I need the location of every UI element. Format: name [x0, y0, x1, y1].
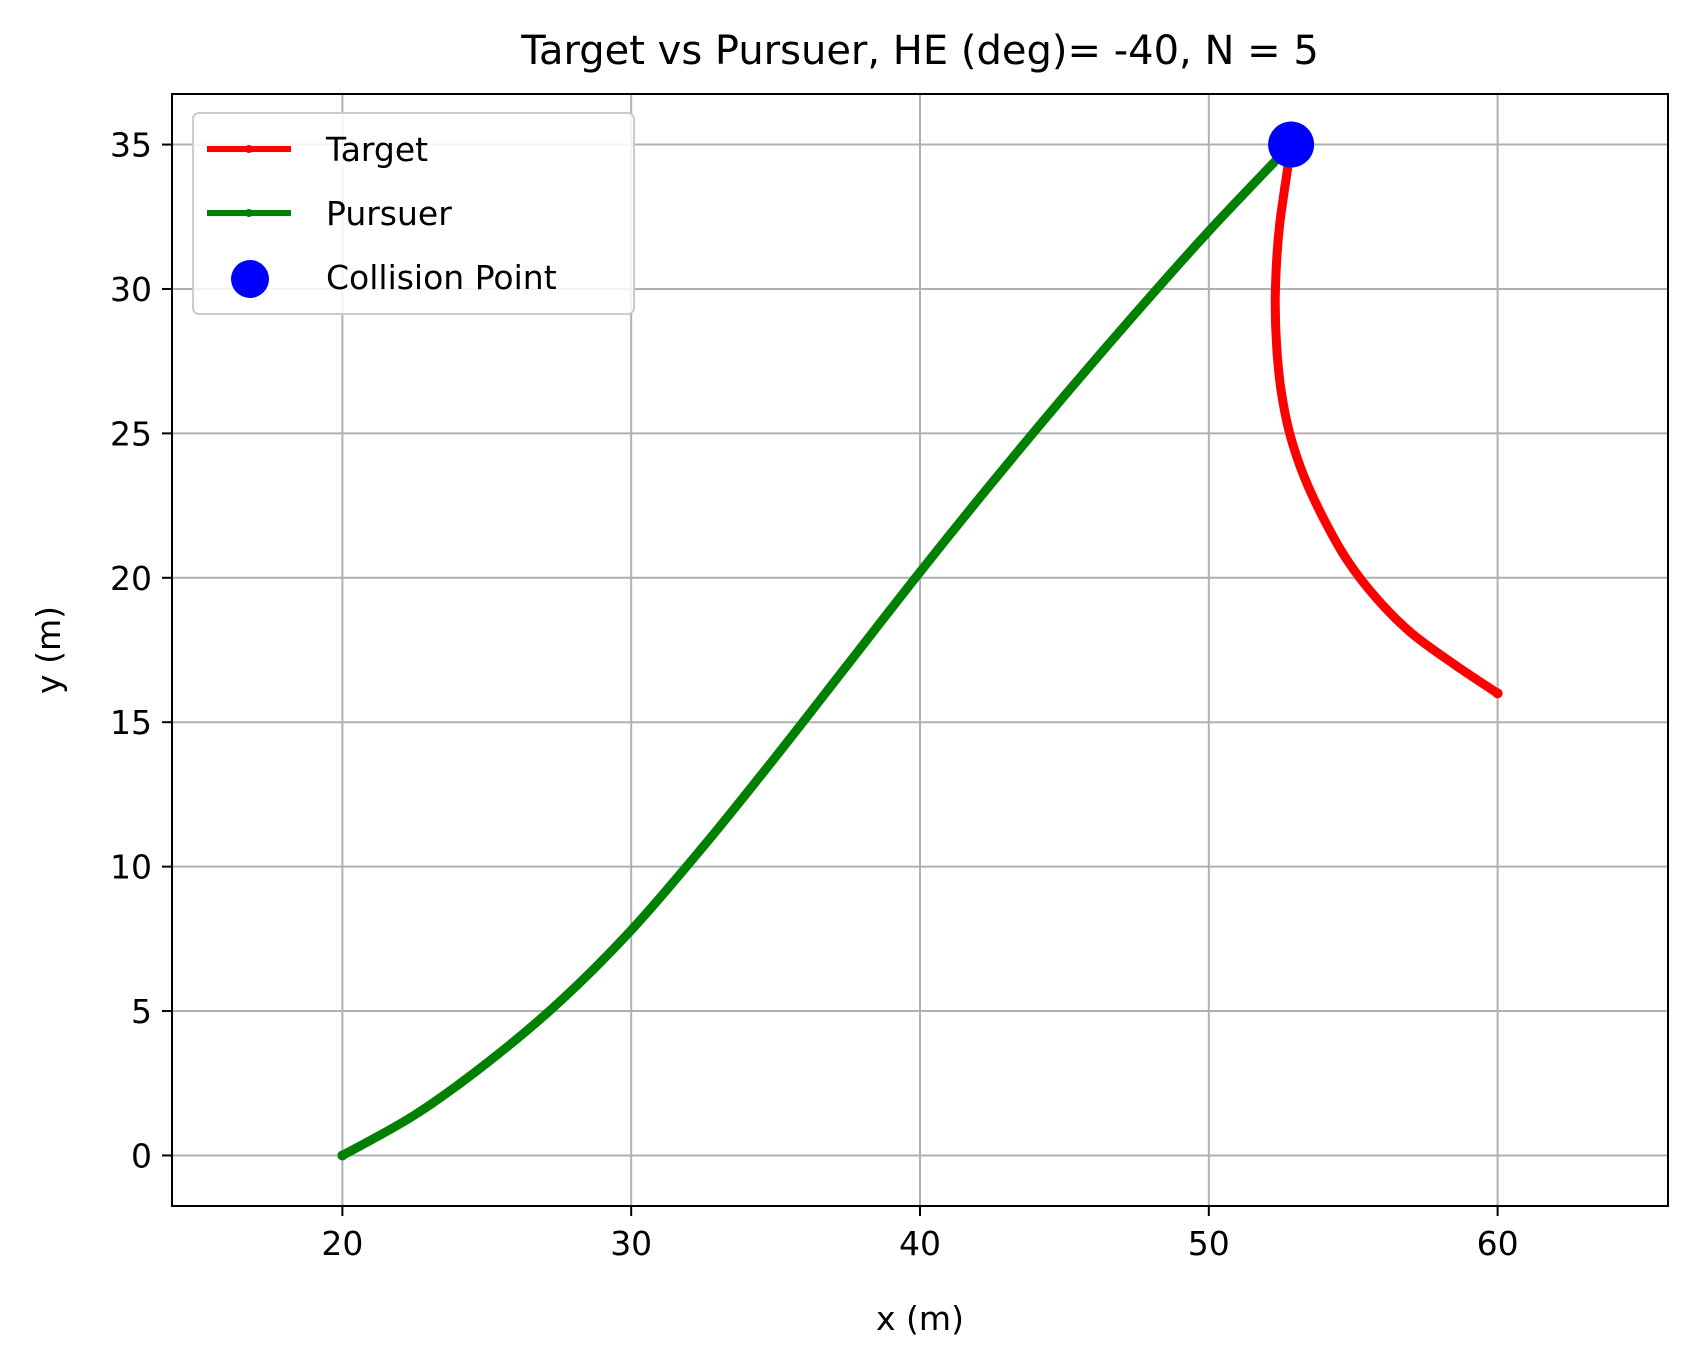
chart-title: Target vs Pursuer, HE (deg)= -40, N = 5 — [520, 28, 1319, 74]
legend-pursuer-marker — [245, 209, 253, 217]
legend-item-pursuer: Pursuer — [207, 194, 452, 233]
x-tick-label: 50 — [1188, 1224, 1230, 1263]
y-tick-label: 30 — [110, 270, 152, 309]
y-axis-label: y (m) — [29, 606, 68, 694]
legend: Target Pursuer Collision Point — [192, 112, 635, 315]
x-tick-label: 20 — [321, 1224, 363, 1263]
y-tick-label: 20 — [110, 559, 152, 598]
legend-collision-marker — [231, 260, 269, 298]
y-tick-label: 10 — [110, 848, 152, 887]
y-tick-label: 0 — [131, 1136, 152, 1175]
legend-target-label: Target — [325, 130, 428, 169]
collision-point-marker — [1268, 121, 1315, 168]
series-start-point-pursuer — [337, 1150, 348, 1161]
series-start-point-target — [1492, 688, 1503, 699]
x-tick-label: 60 — [1477, 1224, 1519, 1263]
legend-item-collision-point: Collision Point — [231, 258, 557, 298]
legend-box — [192, 112, 635, 315]
x-axis-label: x (m) — [876, 1299, 964, 1338]
y-tick-label: 25 — [110, 414, 152, 453]
legend-collision-label: Collision Point — [326, 258, 557, 297]
x-tick-label: 30 — [610, 1224, 652, 1263]
legend-target-marker — [245, 145, 253, 153]
series-line-pursuer — [337, 140, 1296, 1160]
ticks: 20 30 40 50 60 0 5 10 15 20 25 30 35 — [110, 126, 1519, 1263]
y-tick-label: 35 — [110, 126, 152, 165]
legend-pursuer-label: Pursuer — [326, 194, 452, 233]
y-tick-label: 15 — [110, 703, 152, 742]
x-tick-label: 40 — [899, 1224, 941, 1263]
y-tick-label: 5 — [131, 992, 152, 1031]
series-line-target — [1270, 140, 1503, 698]
series-layer — [337, 121, 1503, 1161]
legend-item-target: Target — [207, 130, 428, 169]
